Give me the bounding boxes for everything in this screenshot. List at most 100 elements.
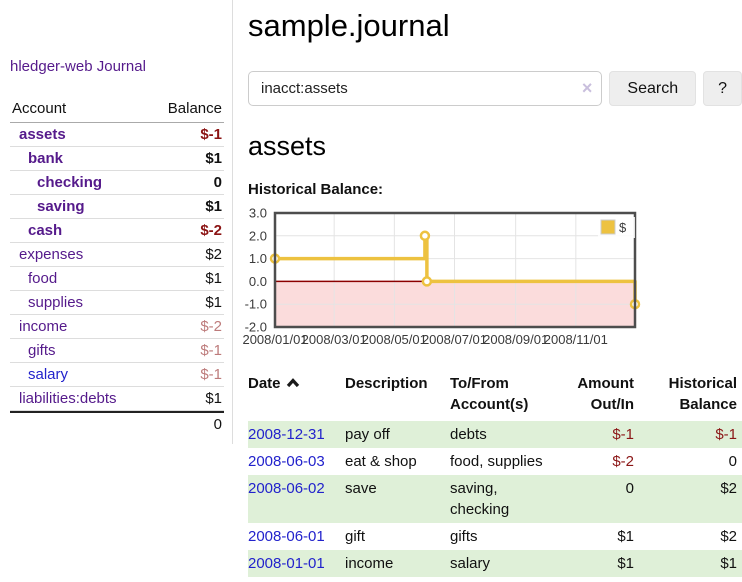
svg-text:2008/09/01: 2008/09/01	[483, 332, 548, 347]
search-input-wrap: ×	[248, 71, 603, 106]
svg-text:2.0: 2.0	[249, 228, 267, 243]
transaction-description: eat & shop	[345, 453, 417, 470]
account-balance: $-1	[200, 366, 222, 383]
account-row: bank $1	[10, 147, 224, 171]
account-link-gifts[interactable]: gifts	[28, 342, 56, 359]
register-row: 2008-12-31 pay off debts $-1 $-1	[248, 421, 742, 448]
accounts-table-header: Account Balance	[10, 97, 224, 123]
register-header-account: To/From Account(s)	[450, 375, 529, 413]
account-link-supplies[interactable]: supplies	[28, 294, 84, 311]
account-link-food[interactable]: food	[28, 270, 58, 287]
account-row: gifts $-1	[10, 339, 224, 363]
account-link-bank[interactable]: bank	[28, 150, 64, 167]
svg-text:-2.0: -2.0	[245, 320, 267, 335]
account-balance: $-2	[200, 222, 222, 239]
account-link-expenses[interactable]: expenses	[19, 246, 84, 263]
account-row: saving $1	[10, 195, 224, 219]
account-row: expenses $2	[10, 243, 224, 267]
date-header-label: Date	[248, 375, 281, 392]
search-form: × Search ?	[248, 71, 742, 106]
transaction-accounts: gifts	[450, 528, 478, 545]
account-balance: $1	[205, 198, 222, 215]
svg-text:2008/11/01: 2008/11/01	[544, 332, 608, 347]
balance-column-header: Balance	[167, 100, 222, 117]
transaction-date-link[interactable]: 2008-12-31	[248, 426, 325, 443]
account-row: liabilities:debts $1	[10, 387, 224, 411]
transaction-balance: $-1	[715, 426, 737, 443]
transaction-date-link[interactable]: 2008-06-01	[248, 528, 325, 545]
account-row: supplies $1	[10, 291, 224, 315]
account-link-assets[interactable]: assets	[19, 126, 66, 143]
svg-text:2008/01/01: 2008/01/01	[242, 332, 307, 347]
transaction-balance: $2	[720, 528, 737, 545]
account-row: salary $-1	[10, 363, 224, 387]
transaction-date-link[interactable]: 2008-01-01	[248, 555, 325, 572]
svg-text:3.0: 3.0	[249, 206, 267, 221]
transaction-amount: $-2	[612, 453, 634, 470]
svg-text:$: $	[619, 220, 627, 235]
account-link-salary[interactable]: salary	[28, 366, 69, 383]
account-row: assets $-1	[10, 123, 224, 147]
transaction-balance: $2	[720, 480, 737, 497]
account-balance: 0	[213, 174, 222, 191]
account-balance: $1	[205, 150, 222, 167]
account-row: cash $-2	[10, 219, 224, 243]
help-button[interactable]: ?	[703, 71, 742, 106]
svg-text:2008/05/01: 2008/05/01	[362, 332, 427, 347]
transaction-amount: $-1	[612, 426, 634, 443]
transaction-accounts: debts	[450, 426, 487, 443]
svg-text:2008/07/01: 2008/07/01	[422, 332, 487, 347]
account-link-cash[interactable]: cash	[28, 222, 63, 239]
accounts-total-value: 0	[213, 416, 222, 433]
account-heading: assets	[248, 131, 327, 161]
transaction-date-link[interactable]: 2008-06-02	[248, 480, 325, 497]
historical-balance-chart: 3.0 2.0 1.0 0.0 -1.0 -2.02008/01/012008/03/01…	[242, 206, 641, 347]
account-link-saving[interactable]: saving	[37, 198, 85, 215]
accounts-total-row: 0	[10, 411, 224, 436]
account-column-header: Account	[12, 100, 67, 117]
account-balance: $-1	[200, 342, 222, 359]
svg-text:1.0: 1.0	[249, 251, 267, 266]
app-brand-link[interactable]: hledger-web	[10, 58, 93, 75]
sidebar: hledger-web Journal Account Balance asse…	[0, 0, 233, 444]
register-row: 2008-06-03 eat & shop food, supplies $-2…	[248, 448, 742, 475]
transaction-balance: 0	[728, 453, 737, 470]
transaction-amount: $1	[617, 555, 634, 572]
page-title: sample.journal	[248, 8, 450, 43]
account-link-liabilities-debts[interactable]: liabilities:debts	[19, 390, 117, 407]
main-content: sample.journal × Search ? assets Histori…	[242, 0, 742, 577]
transaction-date-link[interactable]: 2008-06-03	[248, 453, 325, 470]
sort-ascending-icon	[286, 378, 299, 388]
transaction-description: income	[345, 555, 394, 572]
account-balance: $1	[205, 270, 222, 287]
register-table: Date Description To/From Account(s) Amou…	[248, 369, 742, 577]
account-balance: $1	[205, 390, 222, 407]
account-balance: $2	[205, 246, 222, 263]
transaction-description: save	[345, 480, 377, 497]
transaction-accounts: saving, checking	[450, 480, 510, 518]
chart-title: Historical Balance:	[248, 181, 384, 198]
register-row: 2008-06-01 gift gifts $1 $2	[248, 523, 742, 550]
account-link-income[interactable]: income	[19, 318, 68, 335]
register-header-amount: Amount Out/In	[577, 375, 634, 413]
sidebar-item-journal[interactable]: Journal	[96, 58, 146, 75]
register-header-balance: Historical Balance	[668, 375, 737, 413]
search-input[interactable]	[248, 71, 603, 106]
account-row: food $1	[10, 267, 224, 291]
transaction-balance: $1	[720, 555, 737, 572]
account-row: income $-2	[10, 315, 224, 339]
register-header-description: Description	[345, 375, 428, 392]
svg-text:0.0: 0.0	[249, 274, 267, 289]
account-link-checking[interactable]: checking	[37, 174, 103, 191]
register-row: 2008-01-01 income salary $1 $1	[248, 550, 742, 577]
transaction-accounts: salary	[450, 555, 491, 572]
register-header-date[interactable]: Date	[248, 370, 345, 418]
search-button[interactable]: Search	[609, 71, 697, 106]
account-balance: $-1	[200, 126, 222, 143]
account-balance: $-2	[200, 318, 222, 335]
transaction-description: gift	[345, 528, 366, 545]
clear-search-icon[interactable]: ×	[581, 78, 593, 98]
transaction-description: pay off	[345, 426, 390, 443]
register-row: 2008-06-02 save saving, checking 0 $2	[248, 475, 742, 523]
account-row: checking 0	[10, 171, 224, 195]
